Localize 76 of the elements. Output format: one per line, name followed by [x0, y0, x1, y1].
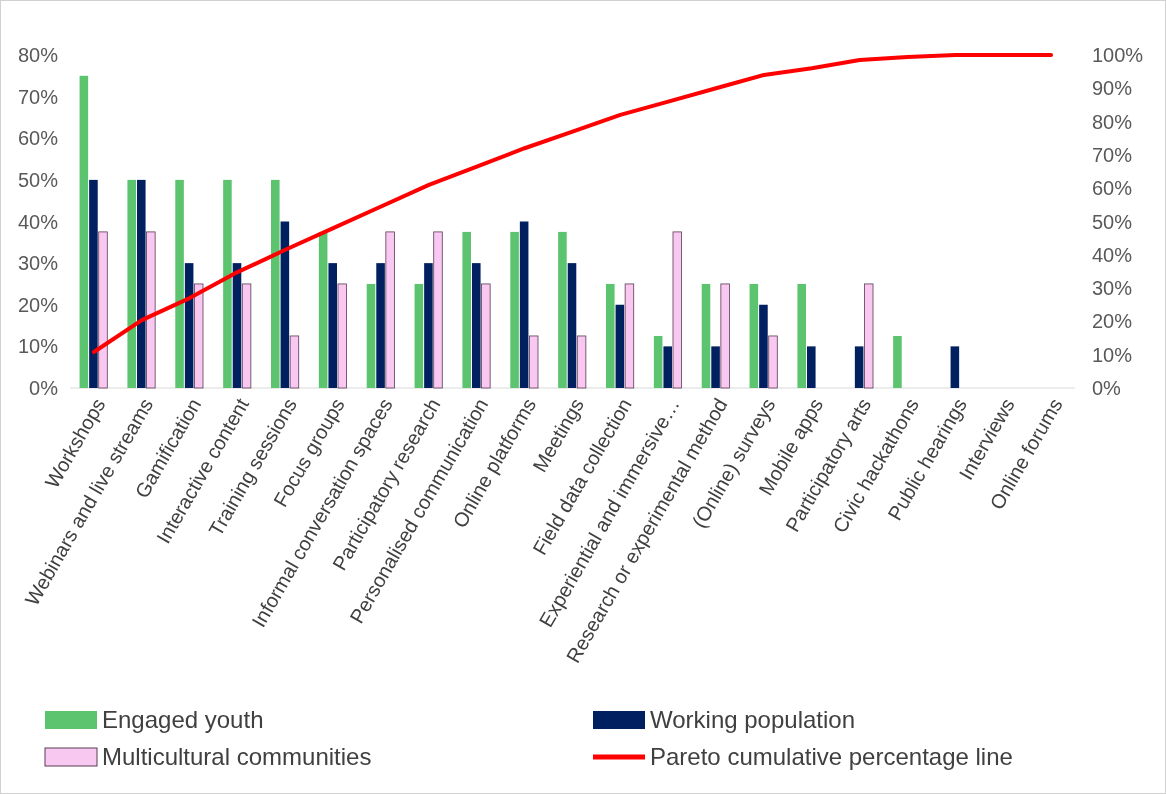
y2-tick-label: 50%	[1092, 210, 1133, 233]
bar	[567, 263, 577, 388]
bar	[519, 221, 529, 388]
y-tick-label: 40%	[17, 210, 59, 233]
bar	[481, 283, 491, 389]
bar	[672, 231, 682, 389]
bar	[175, 179, 184, 388]
bar	[893, 335, 902, 388]
bar	[385, 231, 395, 389]
bar	[529, 335, 539, 389]
y2-tick-label: 70%	[1092, 143, 1133, 166]
bar	[280, 221, 290, 388]
bar	[98, 231, 108, 389]
y2-tick-label: 40%	[1092, 243, 1133, 266]
y2-tick-label: 20%	[1092, 310, 1133, 333]
bar	[759, 304, 768, 388]
y2-tick-label: 100%	[1092, 44, 1144, 66]
bar	[232, 263, 242, 388]
y-tick-label: 70%	[17, 85, 59, 108]
y2-tick-label: 80%	[1092, 110, 1133, 133]
y2-tick-label: 30%	[1092, 277, 1133, 300]
line-series	[91, 53, 1054, 355]
bar	[864, 283, 874, 389]
bar	[701, 283, 711, 388]
y2-tick-label: 10%	[1092, 343, 1133, 366]
bar	[797, 283, 806, 388]
bar	[289, 335, 300, 389]
y-tick-label: 10%	[17, 335, 59, 358]
bar	[366, 283, 376, 388]
bar	[720, 283, 730, 389]
legend-label: Pareto cumulative percentage line	[650, 743, 1013, 771]
bar	[89, 179, 98, 388]
y-tick-label: 60%	[17, 127, 59, 150]
legend-label: Multicultural communities	[102, 743, 372, 771]
bar	[472, 263, 481, 388]
bar	[79, 75, 89, 388]
bar	[510, 231, 519, 388]
bar	[337, 283, 347, 389]
bar	[711, 346, 720, 388]
bar	[615, 304, 625, 388]
legend-label: Working population	[650, 706, 856, 734]
bar	[184, 263, 194, 388]
bar	[146, 231, 156, 389]
bar	[663, 346, 672, 388]
bar	[624, 283, 635, 389]
y2-tick-label: 60%	[1092, 177, 1133, 200]
bar	[424, 263, 433, 388]
y-tick-label: 50%	[17, 168, 59, 191]
bar	[137, 179, 146, 388]
bar	[271, 179, 280, 388]
bar	[328, 263, 337, 388]
bar	[768, 335, 778, 389]
y-tick-label: 20%	[17, 293, 59, 316]
bar	[433, 231, 443, 389]
bar	[950, 346, 960, 388]
bar	[127, 179, 136, 388]
bar	[414, 283, 424, 388]
bar	[749, 283, 759, 388]
bar	[318, 231, 328, 388]
legend-label: Engaged youth	[102, 706, 264, 734]
bar	[223, 179, 232, 388]
y2-tick-label: 0%	[1092, 377, 1122, 399]
bar	[376, 263, 385, 388]
y2-tick-label: 90%	[1092, 77, 1133, 100]
y-tick-label: 30%	[17, 252, 59, 275]
bar	[653, 335, 663, 388]
bar	[854, 346, 864, 388]
bar	[606, 283, 615, 388]
bar	[194, 283, 204, 389]
bar	[241, 283, 252, 389]
y-tick-label: 80%	[17, 44, 59, 66]
bar	[558, 231, 567, 388]
bar	[807, 346, 816, 388]
bar	[576, 335, 587, 389]
bar	[462, 231, 471, 388]
y-tick-label: 0%	[29, 377, 59, 399]
